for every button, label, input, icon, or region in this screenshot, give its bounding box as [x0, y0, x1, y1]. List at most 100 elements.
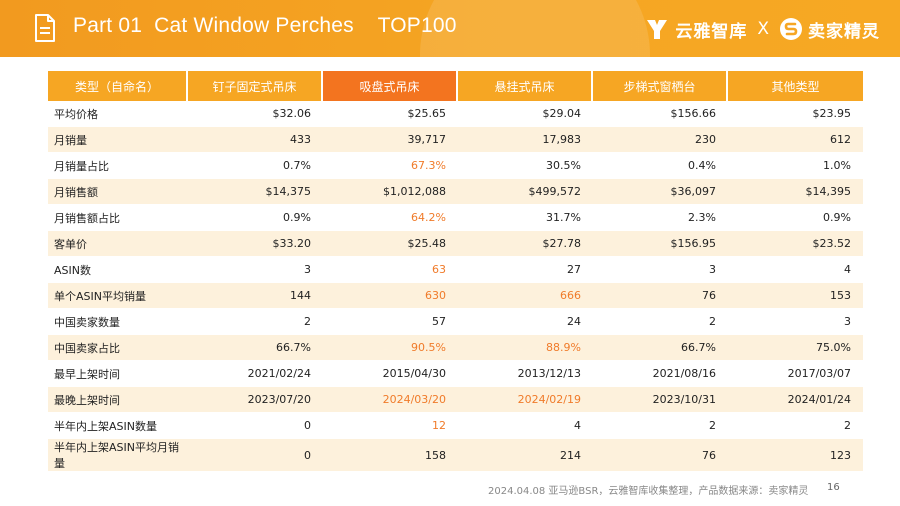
table-cell: 2021/08/16 [593, 361, 728, 387]
table-cell: $27.78 [458, 231, 593, 257]
table-cell: 88.9% [458, 335, 593, 361]
row-label: 客单价 [48, 231, 188, 257]
page-number: 16 [827, 482, 840, 493]
table-cell: 2013/12/13 [458, 361, 593, 387]
page-title: Part 01 Cat Window Perches TOP100 [73, 14, 457, 37]
row-label: 月销量 [48, 127, 188, 153]
table-cell: $14,375 [188, 179, 323, 205]
table-cell: 39,717 [323, 127, 458, 153]
table-cell: 2 [593, 413, 728, 439]
column-header: 步梯式窗栖台 [593, 71, 728, 101]
table-cell: 1.0% [728, 153, 863, 179]
table-cell: 2024/01/24 [728, 387, 863, 413]
header-decoration [420, 0, 650, 57]
table-cell: 3 [728, 309, 863, 335]
table-cell: 2024/03/20 [323, 387, 458, 413]
table-cell: 0.9% [188, 205, 323, 231]
row-label: 中国卖家占比 [48, 335, 188, 361]
table-cell: 2024/02/19 [458, 387, 593, 413]
table-cell: 2017/03/07 [728, 361, 863, 387]
table-cell: $32.06 [188, 101, 323, 127]
table-cell: 76 [593, 283, 728, 309]
table-cell: $25.48 [323, 231, 458, 257]
row-label: 中国卖家数量 [48, 309, 188, 335]
table-cell: 2.3% [593, 205, 728, 231]
table-cell: $1,012,088 [323, 179, 458, 205]
comparison-table: 类型（自命名） 钉子固定式吊床 吸盘式吊床 悬挂式吊床 步梯式窗栖台 其他类型 … [48, 71, 863, 472]
table-cell: 4 [728, 257, 863, 283]
source-note: 2024.04.08 亚马逊BSR，云雅智库收集整理，产品数据来源：卖家精灵 [488, 486, 809, 497]
table-row: ASIN数 3 63 27 3 4 [48, 257, 863, 283]
row-label: 月销售额占比 [48, 205, 188, 231]
table-cell: $156.95 [593, 231, 728, 257]
column-header: 其他类型 [728, 71, 863, 101]
table-cell: 90.5% [323, 335, 458, 361]
table-cell: 0 [188, 413, 323, 439]
table-cell: 2023/10/31 [593, 387, 728, 413]
row-label: 半年内上架ASIN数量 [48, 413, 188, 439]
table-cell: $23.52 [728, 231, 863, 257]
table-cell: 3 [188, 257, 323, 283]
table-cell: 0 [188, 439, 323, 472]
table-cell: 0.4% [593, 153, 728, 179]
table-cell: 2 [593, 309, 728, 335]
table-row: 客单价 $33.20 $25.48 $27.78 $156.95 $23.52 [48, 231, 863, 257]
table-cell: 2021/02/24 [188, 361, 323, 387]
table-cell: 75.0% [728, 335, 863, 361]
column-header: 钉子固定式吊床 [188, 71, 323, 101]
table-cell: 144 [188, 283, 323, 309]
brand-separator: X [757, 19, 769, 39]
table-row: 月销量占比 0.7% 67.3% 30.5% 0.4% 1.0% [48, 153, 863, 179]
column-header: 类型（自命名） [48, 71, 188, 101]
table-cell: 2 [188, 309, 323, 335]
column-header: 悬挂式吊床 [458, 71, 593, 101]
table-row: 月销售额 $14,375 $1,012,088 $499,572 $36,097 $14,… [48, 179, 863, 205]
table-cell: 31.7% [458, 205, 593, 231]
table-cell: 230 [593, 127, 728, 153]
document-icon [35, 14, 55, 42]
row-label: 月销售额 [48, 179, 188, 205]
table-row: 半年内上架ASIN数量 0 12 4 2 2 [48, 413, 863, 439]
table-cell: $29.04 [458, 101, 593, 127]
table-cell: $499,572 [458, 179, 593, 205]
header-bar: Part 01 Cat Window Perches TOP100 云雅智库 X… [0, 0, 900, 57]
table-cell: 57 [323, 309, 458, 335]
table-cell: 2015/04/30 [323, 361, 458, 387]
table-cell: $36,097 [593, 179, 728, 205]
table-cell: $156.66 [593, 101, 728, 127]
table-cell: 153 [728, 283, 863, 309]
table-cell: 214 [458, 439, 593, 472]
table-cell: 12 [323, 413, 458, 439]
table-cell: 27 [458, 257, 593, 283]
table-cell: 30.5% [458, 153, 593, 179]
table-cell: 123 [728, 439, 863, 472]
table-cell: 2 [728, 413, 863, 439]
row-label: 平均价格 [48, 101, 188, 127]
table-cell: 0.9% [728, 205, 863, 231]
yunya-logo-icon [647, 20, 668, 39]
table-row: 月销售额占比 0.9% 64.2% 31.7% 2.3% 0.9% [48, 205, 863, 231]
sellersprite-logo-icon [780, 18, 802, 40]
table-cell: 612 [728, 127, 863, 153]
table-cell: 433 [188, 127, 323, 153]
table-row: 月销量 433 39,717 17,983 230 612 [48, 127, 863, 153]
table-cell: 666 [458, 283, 593, 309]
table-cell: 4 [458, 413, 593, 439]
row-label: 最早上架时间 [48, 361, 188, 387]
table-cell: 63 [323, 257, 458, 283]
table-cell: 66.7% [188, 335, 323, 361]
row-label: 月销量占比 [48, 153, 188, 179]
brand-b-name: 卖家精灵 [808, 21, 880, 42]
row-label: ASIN数 [48, 257, 188, 283]
table-row: 最早上架时间 2021/02/24 2015/04/30 2013/12/13 2021… [48, 361, 863, 387]
table-header-row: 类型（自命名） 钉子固定式吊床 吸盘式吊床 悬挂式吊床 步梯式窗栖台 其他类型 [48, 71, 863, 101]
brand-logos: 云雅智库 X 卖家精灵 [645, 14, 880, 44]
table-cell: 158 [323, 439, 458, 472]
table-cell: 76 [593, 439, 728, 472]
table-cell: $14,395 [728, 179, 863, 205]
brand-a-name: 云雅智库 [675, 21, 748, 42]
table-row: 中国卖家数量 2 57 24 2 3 [48, 309, 863, 335]
table-row: 单个ASIN平均销量 144 630 666 76 153 [48, 283, 863, 309]
table-cell: 2023/07/20 [188, 387, 323, 413]
table-cell: $33.20 [188, 231, 323, 257]
